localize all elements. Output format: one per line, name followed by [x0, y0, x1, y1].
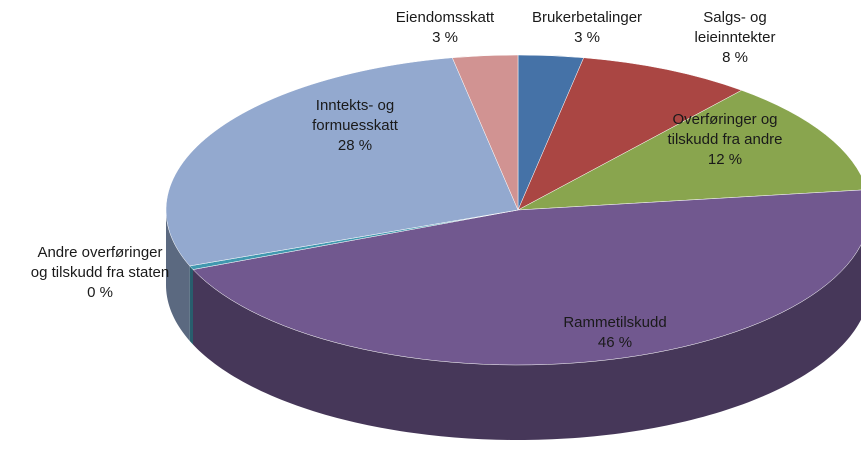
slice — [517, 57, 743, 211]
category-label: Rammetilskudd — [563, 314, 667, 331]
slice-side — [166, 210, 190, 341]
category-label: Brukerbetalinger — [531, 9, 643, 26]
data-label: Overføringer og tilskudd fra andre 12 % — [667, 110, 782, 170]
value-label: 3 % — [574, 29, 600, 46]
value-label: 28 % — [337, 137, 373, 154]
slice — [517, 90, 861, 211]
slice — [192, 189, 861, 366]
data-label: Salgs- og leieinntekter 8 % — [695, 8, 776, 68]
category-label: Salgs- og leieinntekter — [694, 9, 776, 46]
data-label: Inntekts- og formuesskatt 28 % — [312, 96, 398, 156]
value-label: 46 % — [597, 334, 633, 351]
slice — [451, 54, 519, 211]
slice-side — [193, 244, 861, 440]
category-label: Eiendomsskatt — [395, 9, 495, 26]
data-label: Brukerbetalinger 3 % — [532, 8, 642, 48]
data-label: Rammetilskudd 46 % — [563, 313, 666, 353]
slice — [165, 57, 519, 267]
value-label: 8 % — [722, 49, 748, 66]
slice-side — [189, 265, 194, 345]
category-label: Andre overføringer og tilskudd fra state… — [30, 244, 170, 281]
value-label: 0 % — [87, 284, 113, 301]
category-label: Inntekts- og formuesskatt — [312, 97, 398, 134]
data-label: Andre overføringer og tilskudd fra state… — [31, 243, 169, 303]
value-label: 12 % — [707, 151, 743, 168]
value-label: 3 % — [432, 29, 458, 46]
data-label: Eiendomsskatt 3 % — [396, 8, 494, 48]
category-label: Overføringer og tilskudd fra andre — [667, 111, 783, 148]
